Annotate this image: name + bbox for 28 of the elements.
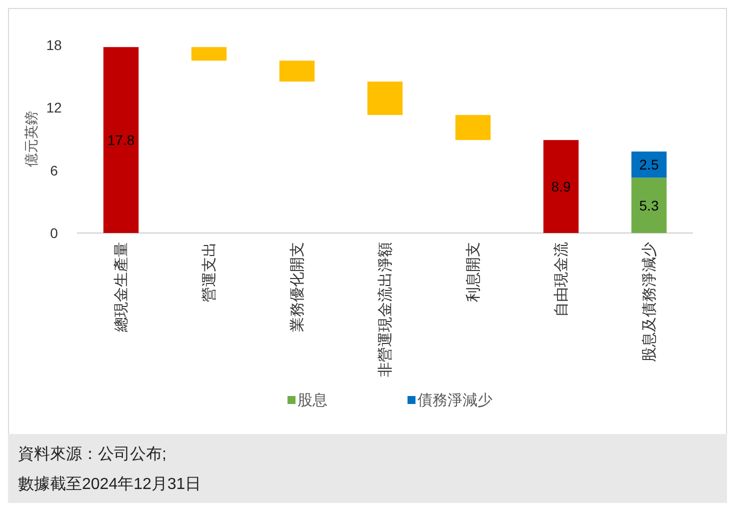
x-tick-label: 自由現金流 xyxy=(553,242,570,317)
x-tick-label: 總現金生產量 xyxy=(113,242,130,333)
bar xyxy=(543,140,579,233)
x-tick-label: 非營運現金流出淨額 xyxy=(377,242,394,377)
bar xyxy=(191,47,227,61)
x-tick-label: 業務優化開支 xyxy=(289,242,306,332)
bar xyxy=(455,114,491,140)
legend-label: 債務淨減少 xyxy=(418,392,492,409)
bar xyxy=(367,82,403,115)
x-tick-label: 利息開支 xyxy=(465,242,482,302)
x-tick-label: 股息及債務淨減少 xyxy=(641,242,658,362)
data-label: 17.8 xyxy=(107,132,135,148)
x-tick-label: 營運支出 xyxy=(201,242,218,302)
bar xyxy=(279,60,315,82)
y-tick-label: 18 xyxy=(46,37,62,53)
y-axis-title: 億元英鎊 xyxy=(23,111,39,167)
y-tick-label: 12 xyxy=(46,100,62,116)
source-note: 資料來源：公司公布; xyxy=(18,445,166,463)
bar xyxy=(631,178,667,233)
text: 數據截至2024年12月31日 xyxy=(18,475,202,493)
bar xyxy=(103,47,139,233)
data-label: 8.9 xyxy=(551,178,571,195)
data-label: 5.3 xyxy=(639,197,659,214)
bar xyxy=(631,152,667,178)
y-tick-label: 6 xyxy=(50,162,58,178)
y-tick-label: 0 xyxy=(50,225,58,241)
legend-label: 股息 xyxy=(298,392,328,409)
data-label: 2.5 xyxy=(639,156,659,173)
